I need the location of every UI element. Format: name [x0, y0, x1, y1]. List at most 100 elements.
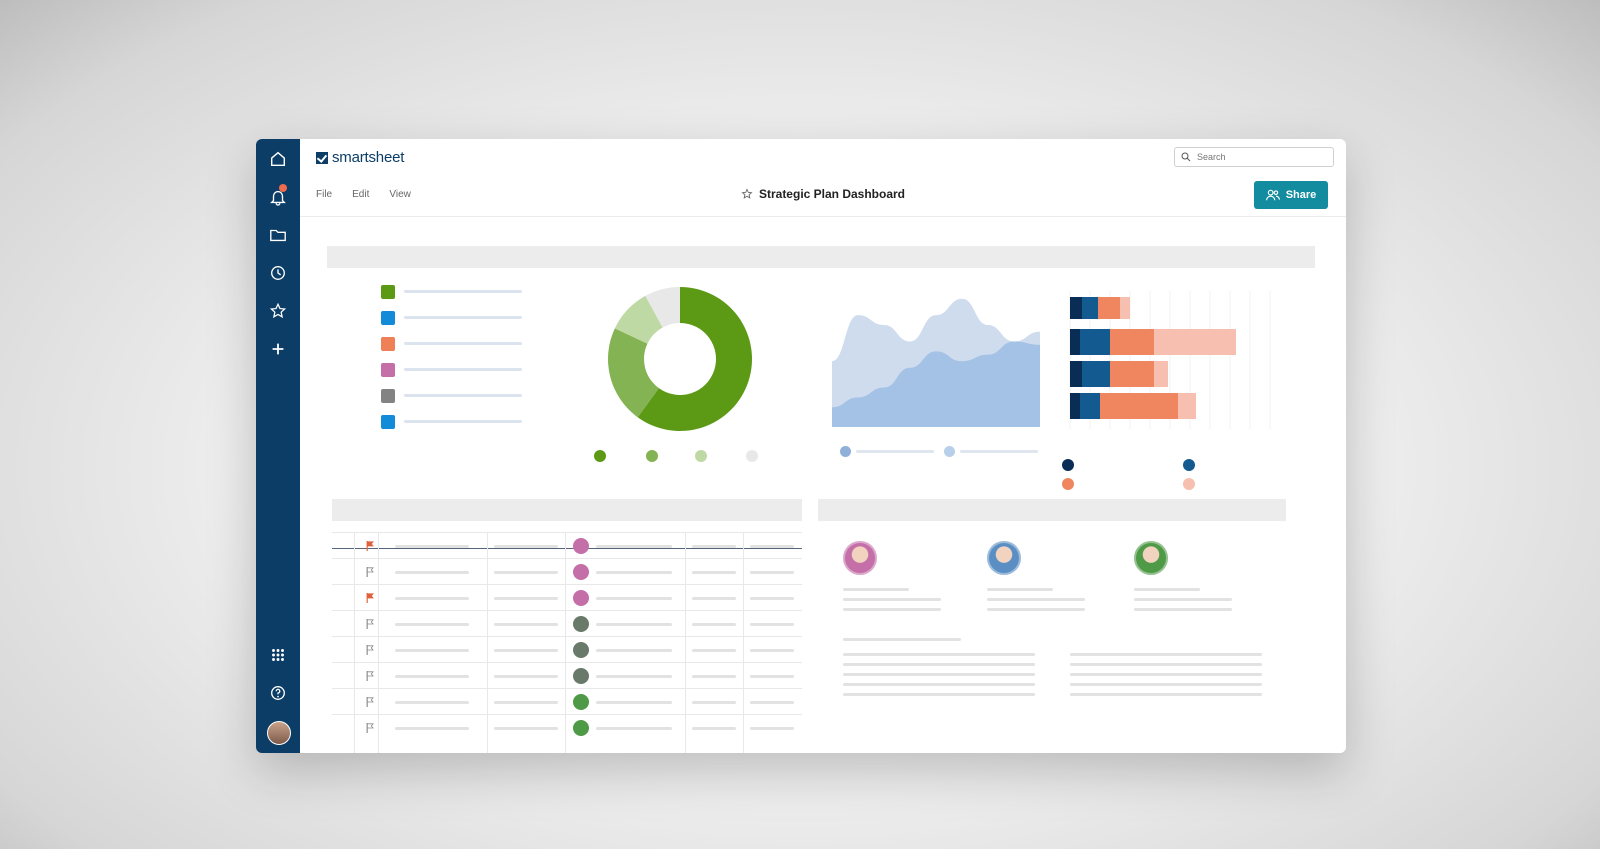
page-title: Strategic Plan Dashboard — [758, 187, 906, 201]
user-avatar[interactable] — [267, 721, 291, 745]
cell-placeholder — [692, 727, 736, 730]
table-row[interactable] — [332, 558, 802, 585]
person-detail-placeholder — [987, 598, 1085, 601]
app-window: smartsheet File Edit View Strategic Plan… — [256, 139, 1346, 753]
table-row[interactable] — [332, 662, 802, 689]
bar-segment — [1110, 329, 1154, 355]
bar-segment — [1080, 393, 1100, 419]
flag-icon[interactable] — [366, 723, 375, 733]
donut-slice — [608, 328, 659, 418]
person-detail-placeholder — [843, 608, 941, 611]
donut-legend-dot — [646, 450, 658, 462]
legend-text-placeholder — [404, 290, 522, 293]
table-row[interactable] — [332, 610, 802, 637]
favorite-star-icon[interactable] — [741, 188, 753, 200]
cell-placeholder — [395, 571, 469, 574]
cell-placeholder — [750, 597, 794, 600]
text-line-placeholder — [843, 683, 1035, 686]
assignee-avatar — [573, 564, 589, 580]
cell-placeholder — [494, 623, 558, 626]
cell-placeholder — [750, 649, 794, 652]
smartsheet-logo[interactable]: smartsheet — [316, 149, 404, 166]
person-avatar — [1134, 541, 1168, 575]
donut-chart — [608, 287, 752, 431]
assignee-avatar — [573, 642, 589, 658]
flag-icon[interactable] — [366, 619, 375, 629]
search-input[interactable] — [1195, 151, 1319, 163]
star-icon[interactable] — [268, 301, 288, 321]
person-detail-placeholder — [1134, 608, 1232, 611]
text-heading-placeholder — [843, 638, 961, 641]
cell-placeholder — [494, 597, 558, 600]
legend-swatch — [381, 285, 395, 299]
table-row[interactable] — [332, 714, 802, 741]
cell-placeholder — [395, 727, 469, 730]
cell-placeholder — [692, 545, 736, 548]
table-row[interactable] — [332, 688, 802, 715]
menu-view[interactable]: View — [389, 189, 411, 200]
table-row[interactable] — [332, 636, 802, 663]
share-button[interactable]: Share — [1254, 181, 1328, 209]
help-icon[interactable] — [268, 683, 288, 703]
cell-placeholder — [596, 545, 672, 548]
bell-icon[interactable] — [268, 184, 288, 207]
flag-icon[interactable] — [366, 593, 375, 603]
stacked-bar-chart — [1069, 291, 1271, 429]
flag-icon[interactable] — [366, 567, 375, 577]
cell-placeholder — [692, 597, 736, 600]
assignee-avatar — [573, 720, 589, 736]
bar-segment — [1082, 297, 1098, 319]
apps-grid-icon[interactable] — [268, 645, 288, 665]
cell-placeholder — [750, 545, 794, 548]
table-row[interactable] — [332, 532, 802, 559]
text-line-placeholder — [1070, 693, 1262, 696]
person-detail-placeholder — [987, 608, 1085, 611]
dashboard-title-area: Strategic Plan Dashboard — [300, 187, 1346, 201]
cell-placeholder — [596, 597, 672, 600]
assignee-avatar — [573, 668, 589, 684]
table-row[interactable] — [332, 584, 802, 611]
cell-placeholder — [395, 675, 469, 678]
area-legend-dot — [840, 446, 851, 457]
area-legend-placeholder — [856, 450, 934, 453]
home-icon[interactable] — [268, 149, 288, 169]
flag-icon[interactable] — [366, 645, 375, 655]
assignee-avatar — [573, 616, 589, 632]
folder-icon[interactable] — [268, 225, 288, 245]
area-series — [832, 341, 1040, 427]
cell-placeholder — [494, 649, 558, 652]
cell-placeholder — [494, 545, 558, 548]
bar-legend-dot — [1062, 459, 1074, 471]
donut-legend-dot — [594, 450, 606, 462]
table-col-divider — [378, 532, 379, 753]
legend-text-placeholder — [404, 342, 522, 345]
legend-text-placeholder — [404, 394, 522, 397]
table-col-divider — [743, 532, 744, 753]
bar-segment — [1154, 361, 1168, 387]
menu-file[interactable]: File — [316, 189, 333, 200]
flag-icon[interactable] — [366, 541, 375, 551]
bar-segment — [1120, 297, 1130, 319]
cell-placeholder — [596, 675, 672, 678]
plus-icon[interactable] — [268, 339, 288, 359]
bar-legend-dot — [1183, 459, 1195, 471]
flag-icon[interactable] — [366, 671, 375, 681]
bar-legend-dot — [1183, 478, 1195, 490]
bar-segment — [1100, 393, 1178, 419]
area-chart — [832, 298, 1040, 427]
legend-swatch — [381, 311, 395, 325]
assignee-avatar — [573, 694, 589, 710]
clock-icon[interactable] — [268, 263, 288, 283]
left-nav-rail — [256, 139, 300, 753]
text-line-placeholder — [843, 673, 1035, 676]
people-icon — [1265, 189, 1280, 201]
logo-mark-icon — [316, 151, 328, 164]
text-line-placeholder — [843, 693, 1035, 696]
assignee-avatar — [573, 590, 589, 606]
flag-icon[interactable] — [366, 697, 375, 707]
bar-segment — [1110, 361, 1154, 387]
legend-swatch — [381, 337, 395, 351]
menu-edit[interactable]: Edit — [352, 189, 370, 200]
search-box[interactable] — [1174, 147, 1334, 167]
cell-placeholder — [395, 597, 469, 600]
